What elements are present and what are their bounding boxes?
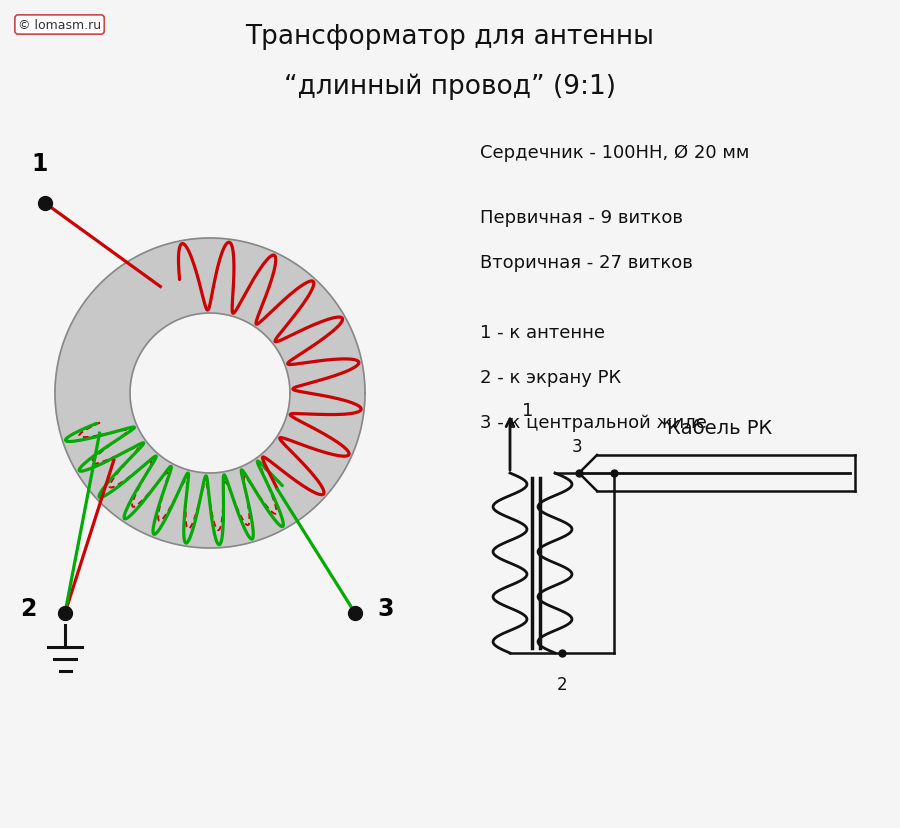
Text: 1: 1 — [32, 152, 49, 176]
Text: Трансформатор для антенны: Трансформатор для антенны — [246, 24, 654, 50]
Text: Вторичная - 27 витков: Вторичная - 27 витков — [480, 253, 693, 272]
Text: 1: 1 — [522, 402, 534, 420]
Text: 3: 3 — [572, 437, 582, 455]
Text: Кабель РК: Кабель РК — [668, 419, 772, 438]
Text: 2: 2 — [557, 675, 567, 693]
Text: Сердечник - 100НН, Ø 20 мм: Сердечник - 100НН, Ø 20 мм — [480, 144, 750, 161]
Text: 3 - к центральной жиле: 3 - к центральной жиле — [480, 413, 706, 431]
Text: 2 - к экрану РК: 2 - к экрану РК — [480, 368, 621, 387]
Text: “длинный провод” (9:1): “длинный провод” (9:1) — [284, 74, 616, 100]
Text: © lomasm.ru: © lomasm.ru — [18, 19, 101, 32]
Text: 1 - к антенне: 1 - к антенне — [480, 324, 605, 342]
Text: 2: 2 — [21, 596, 37, 620]
Text: Первичная - 9 витков: Первичная - 9 витков — [480, 209, 683, 227]
Text: 3: 3 — [377, 596, 393, 620]
